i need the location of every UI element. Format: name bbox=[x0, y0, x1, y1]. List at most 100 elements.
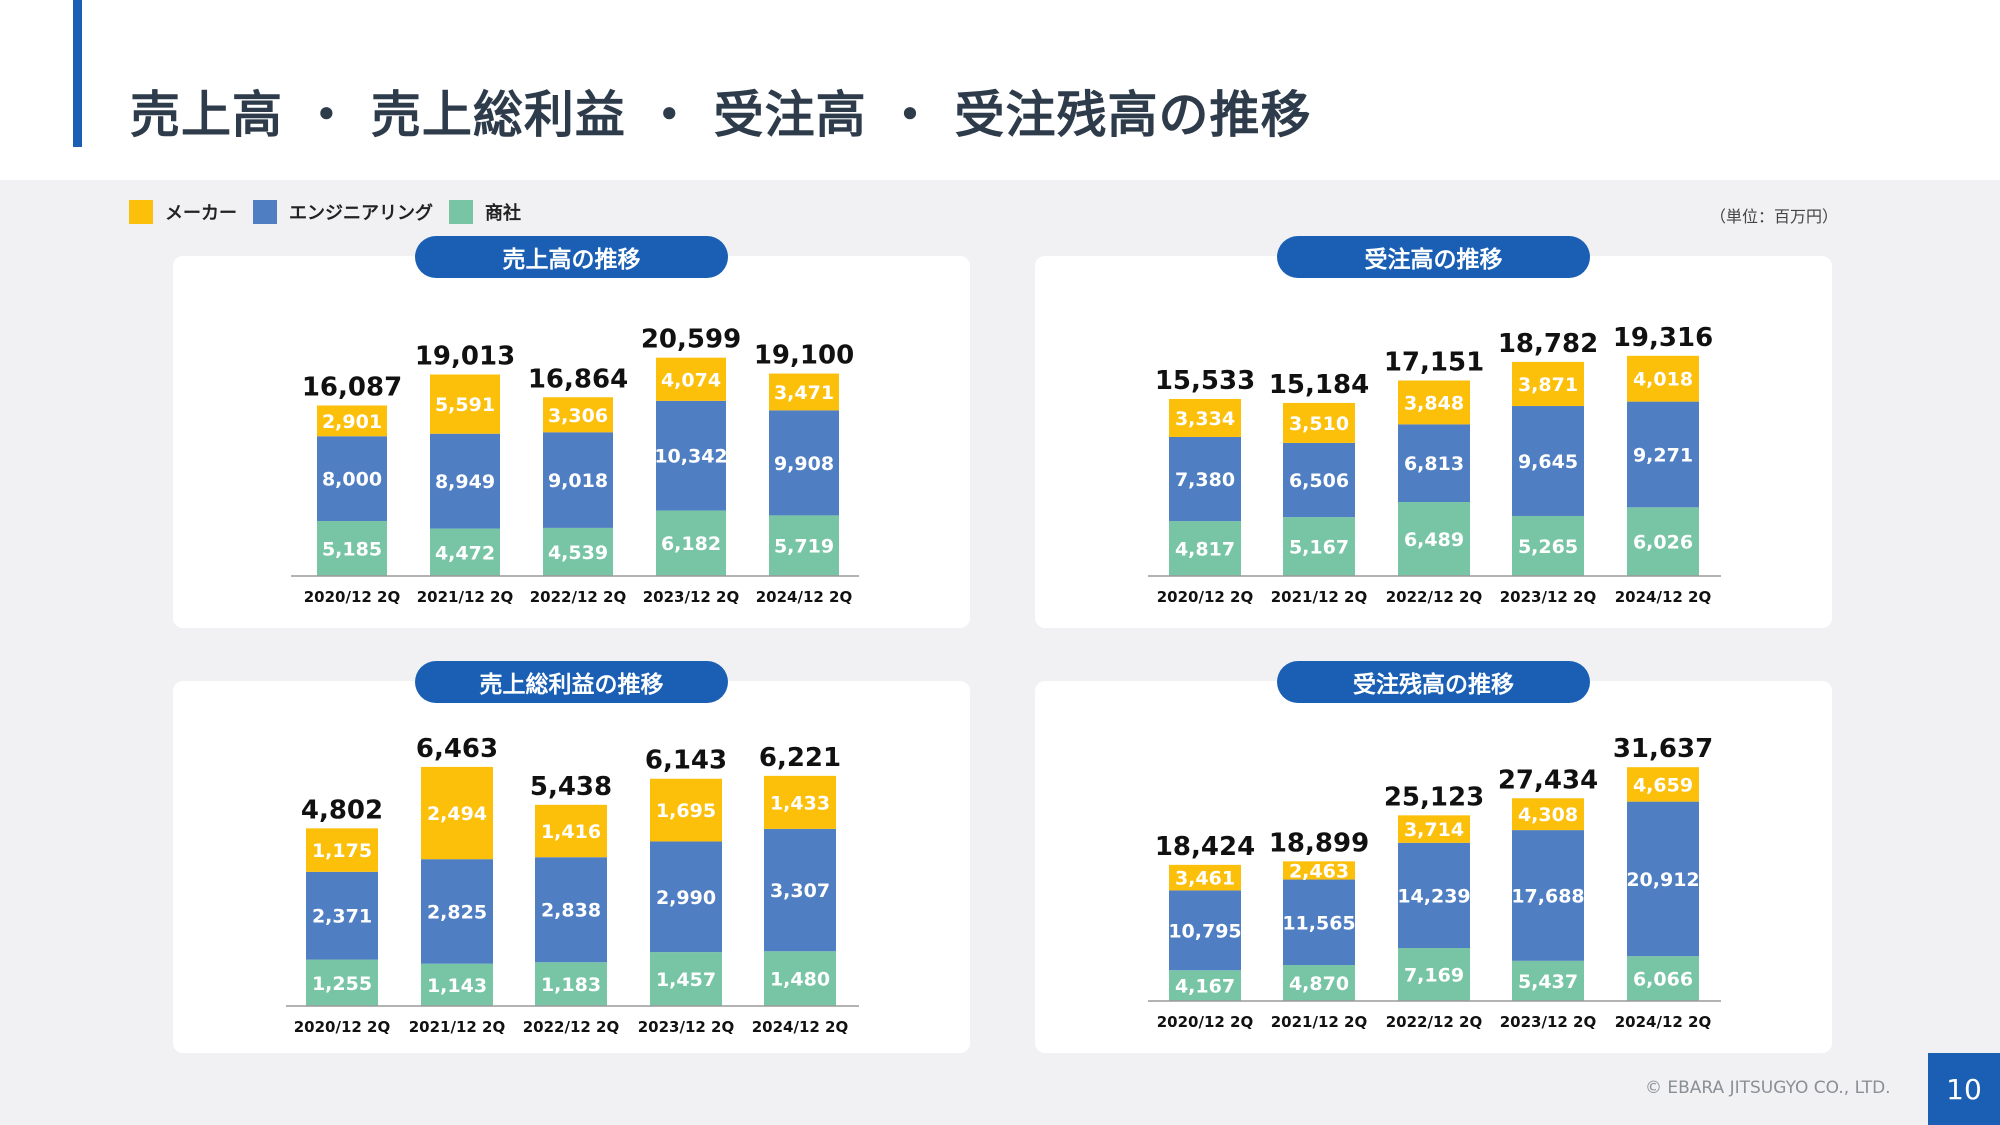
order-backlog-data-label: 4,308 bbox=[1518, 804, 1578, 826]
sales-data-label: 10,342 bbox=[654, 446, 727, 468]
orders-data-label: 3,334 bbox=[1175, 408, 1235, 430]
order-backlog-category-label: 2022/12 2Q bbox=[1386, 1013, 1483, 1031]
orders-total-label: 15,533 bbox=[1155, 366, 1255, 396]
sales-bar bbox=[769, 515, 839, 576]
legend: メーカー エンジニアリング 商社 bbox=[129, 199, 537, 225]
sales-category-label: 2020/12 2Q bbox=[304, 588, 401, 606]
orders-category-label: 2024/12 2Q bbox=[1615, 588, 1712, 606]
order-backlog-data-label: 4,870 bbox=[1289, 973, 1349, 995]
gross-profit-category-label: 2022/12 2Q bbox=[523, 1018, 620, 1036]
orders-bar bbox=[1398, 424, 1470, 503]
orders-bar bbox=[1512, 515, 1584, 576]
gross-profit-bar bbox=[306, 871, 378, 960]
orders-data-label: 6,489 bbox=[1404, 529, 1464, 551]
orders-category-label: 2020/12 2Q bbox=[1157, 588, 1254, 606]
orders-total-label: 19,316 bbox=[1613, 323, 1713, 353]
chart-orders: 4,817 7,380 3,334 15,533 2020/12 2Q 5,167 6,50… bbox=[1148, 323, 1721, 606]
order-backlog-bar bbox=[1398, 815, 1470, 843]
orders-data-label: 5,265 bbox=[1518, 536, 1578, 558]
sales-bar bbox=[543, 527, 613, 576]
orders-bar bbox=[1398, 502, 1470, 576]
legend-label-trading: 商社 bbox=[485, 203, 521, 224]
legend-item-engineering: エンジニアリング bbox=[253, 199, 433, 225]
orders-data-label: 6,813 bbox=[1404, 453, 1464, 475]
sales-category-label: 2023/12 2Q bbox=[643, 588, 740, 606]
copyright: © EBARA JITSUGYO CO., LTD. bbox=[1645, 1078, 1891, 1098]
orders-data-label: 7,380 bbox=[1175, 469, 1235, 491]
gross-profit-bar bbox=[306, 828, 378, 872]
sales-data-label: 9,018 bbox=[548, 470, 608, 492]
sales-bar bbox=[543, 432, 613, 528]
chart-sales: 5,185 8,000 2,901 16,087 2020/12 2Q 4,472 8,94… bbox=[291, 325, 859, 606]
order-backlog-data-label: 17,688 bbox=[1511, 885, 1584, 907]
gross-profit-bar bbox=[650, 841, 722, 953]
orders-bar bbox=[1627, 355, 1699, 402]
orders-bar bbox=[1627, 401, 1699, 508]
orders-total-label: 17,151 bbox=[1384, 347, 1484, 377]
gross-profit-data-label: 1,143 bbox=[427, 975, 487, 997]
order-backlog-bar bbox=[1169, 864, 1241, 891]
order-backlog-data-label: 14,239 bbox=[1397, 885, 1470, 907]
gross-profit-data-label: 2,825 bbox=[427, 901, 487, 923]
gross-profit-bar bbox=[650, 952, 722, 1006]
orders-bar bbox=[1169, 398, 1241, 437]
sales-data-label: 9,908 bbox=[774, 453, 834, 475]
gross-profit-data-label: 2,990 bbox=[656, 887, 716, 909]
header: 売上高 ・ 売上総利益 ・ 受注高 ・ 受注残高の推移 bbox=[0, 0, 2000, 180]
order-backlog-bar bbox=[1283, 965, 1355, 1001]
sales-bar bbox=[317, 405, 387, 437]
gross-profit-data-label: 1,416 bbox=[541, 821, 601, 843]
order-backlog-bar bbox=[1283, 879, 1355, 966]
order-backlog-data-label: 6,066 bbox=[1633, 969, 1693, 991]
gross-profit-bar bbox=[535, 962, 607, 1006]
page-number: 10 bbox=[1928, 1053, 2000, 1125]
orders-data-label: 6,026 bbox=[1633, 532, 1693, 554]
panel-title-order-backlog: 受注残高の推移 bbox=[1277, 661, 1590, 703]
order-backlog-data-label: 3,714 bbox=[1404, 819, 1464, 841]
page-title: 売上高 ・ 売上総利益 ・ 受注高 ・ 受注残高の推移 bbox=[130, 86, 1312, 144]
accent-bar bbox=[73, 0, 82, 147]
sales-total-label: 16,087 bbox=[302, 372, 402, 402]
orders-data-label: 4,817 bbox=[1175, 539, 1235, 561]
panel-order-backlog: 4,167 10,795 3,461 18,424 2020/12 2Q 4,870 11,… bbox=[1035, 681, 1832, 1053]
gross-profit-bar bbox=[764, 951, 836, 1006]
orders-data-label: 3,510 bbox=[1289, 413, 1349, 435]
order-backlog-total-label: 25,123 bbox=[1384, 782, 1484, 812]
order-backlog-category-label: 2021/12 2Q bbox=[1271, 1013, 1368, 1031]
chart-order-backlog: 4,167 10,795 3,461 18,424 2020/12 2Q 4,870 11,… bbox=[1148, 734, 1721, 1031]
legend-label-engineering: エンジニアリング bbox=[289, 203, 433, 224]
gross-profit-bar bbox=[535, 857, 607, 963]
orders-bar bbox=[1398, 380, 1470, 425]
gross-profit-category-label: 2024/12 2Q bbox=[752, 1018, 849, 1036]
sales-data-label: 8,949 bbox=[435, 471, 495, 493]
orders-bar bbox=[1512, 361, 1584, 407]
orders-data-label: 5,167 bbox=[1289, 537, 1349, 559]
order-backlog-data-label: 5,437 bbox=[1518, 971, 1578, 993]
gross-profit-bar bbox=[421, 963, 493, 1006]
orders-bar bbox=[1169, 436, 1241, 522]
gross-profit-data-label: 1,183 bbox=[541, 974, 601, 996]
sales-bar bbox=[656, 510, 726, 576]
order-backlog-total-label: 27,434 bbox=[1498, 765, 1598, 795]
sales-bar bbox=[317, 521, 387, 576]
order-backlog-data-label: 4,659 bbox=[1633, 774, 1693, 796]
order-backlog-data-label: 20,912 bbox=[1626, 869, 1699, 891]
sales-category-label: 2022/12 2Q bbox=[530, 588, 627, 606]
orders-total-label: 18,782 bbox=[1498, 329, 1598, 359]
orders-bar bbox=[1169, 521, 1241, 576]
sales-bar bbox=[430, 528, 500, 576]
order-backlog-category-label: 2024/12 2Q bbox=[1615, 1013, 1712, 1031]
sales-bar bbox=[656, 357, 726, 401]
sales-data-label: 6,182 bbox=[661, 533, 721, 555]
orders-data-label: 6,506 bbox=[1289, 470, 1349, 492]
legend-swatch-engineering bbox=[253, 200, 277, 224]
panel-title-orders: 受注高の推移 bbox=[1277, 236, 1590, 278]
orders-bar bbox=[1283, 402, 1355, 443]
order-backlog-data-label: 11,565 bbox=[1282, 912, 1355, 934]
panel-sales: 5,185 8,000 2,901 16,087 2020/12 2Q 4,472 8,94… bbox=[173, 256, 970, 628]
order-backlog-data-label: 3,461 bbox=[1175, 868, 1235, 890]
order-backlog-total-label: 31,637 bbox=[1613, 734, 1713, 764]
orders-bar bbox=[1627, 507, 1699, 576]
sales-data-label: 3,306 bbox=[548, 405, 608, 427]
sales-data-label: 5,591 bbox=[435, 394, 495, 416]
